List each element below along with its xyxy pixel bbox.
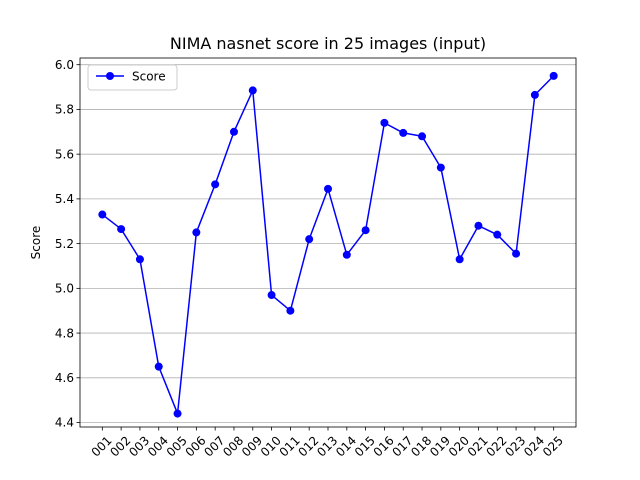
y-tick-label: 4.4: [55, 416, 74, 430]
x-tick-label: 025: [540, 433, 566, 459]
data-point: [474, 221, 483, 230]
grid-lines: [80, 64, 576, 423]
data-point: [192, 228, 201, 237]
chart-title: NIMA nasnet score in 25 images (input): [170, 34, 486, 53]
data-point: [248, 86, 257, 95]
plot-frame: [79, 57, 577, 428]
data-point: [342, 250, 351, 259]
data-point: [173, 409, 182, 418]
legend: Score: [87, 64, 178, 91]
data-point: [305, 235, 314, 244]
y-axis: 4.4 4.6 4.8 5.0 5.2 5.4 5.6 5.8 6.0: [55, 58, 80, 430]
y-tick-label: 4.6: [55, 371, 74, 385]
data-point: [98, 210, 107, 219]
data-point: [380, 118, 389, 127]
legend-box: [87, 64, 178, 91]
data-point: [117, 225, 126, 234]
data-point: [229, 127, 238, 136]
y-tick-label: 5.0: [55, 282, 74, 296]
series-line-1: [101, 75, 555, 415]
data-point: [211, 180, 220, 189]
data-point: [512, 249, 521, 258]
x-axis: 0010020030040050060070080090100110120130…: [89, 427, 566, 460]
data-point: [324, 184, 332, 193]
data-series: [98, 71, 558, 418]
data-point: [549, 71, 558, 80]
data-point: [436, 163, 445, 172]
data-point: [267, 291, 276, 300]
data-point: [154, 362, 163, 371]
y-axis-label: Score: [29, 226, 43, 260]
data-point: [135, 255, 144, 264]
y-tick-label: 5.2: [55, 237, 74, 251]
data-point: [399, 128, 408, 137]
legend-label-score: Score: [132, 70, 166, 84]
data-point: [493, 230, 502, 239]
data-point: [455, 255, 464, 264]
y-tick-label: 5.4: [55, 192, 74, 206]
y-tick-label: 5.6: [55, 147, 74, 161]
data-point: [530, 90, 539, 99]
data-point: [361, 226, 370, 235]
y-tick-label: 6.0: [55, 58, 74, 72]
data-point: [418, 132, 427, 141]
data-point: [286, 306, 295, 315]
legend-marker: [106, 72, 114, 80]
y-tick-label: 5.8: [55, 103, 74, 117]
y-tick-label: 4.8: [55, 326, 74, 340]
